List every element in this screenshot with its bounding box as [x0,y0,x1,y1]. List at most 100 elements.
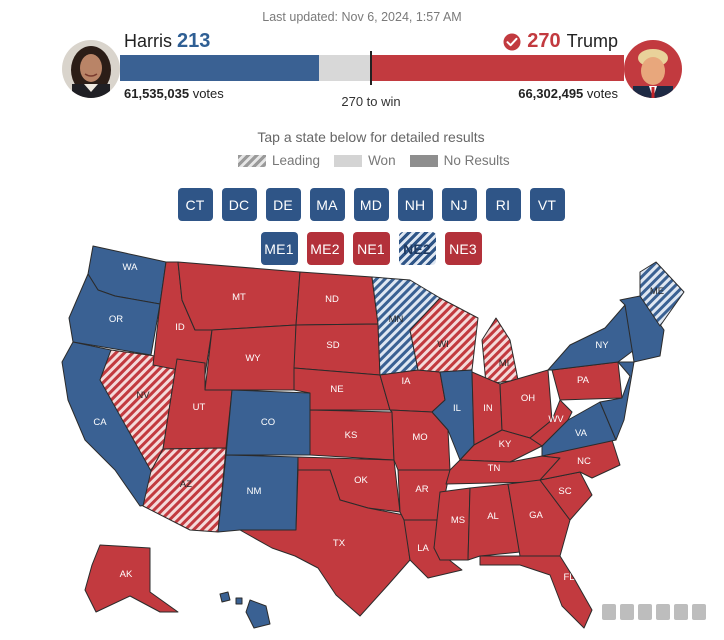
state-label-sd: SD [326,340,339,351]
state-label-oh: OH [521,393,535,404]
trump-popular-votes: 66,302,495 votes [518,86,618,101]
threshold-line [370,51,372,85]
state-AZ[interactable] [142,447,227,533]
state-NJ-DE-MD[interactable] [599,361,635,441]
trump-electoral-votes: 270 [527,30,561,52]
state-label-ak: AK [120,569,133,580]
harris-avatar [62,40,120,98]
district-row: ME1 ME2 NE1 NE2 NE3 [0,232,724,265]
state-chip-nh[interactable]: NH [397,188,433,221]
state-label-ny: NY [595,340,609,351]
harris-popular-votes: 61,535,035 votes [124,86,224,101]
last-updated-text: Last updated: Nov 6, 2024, 1:57 AM [262,10,462,24]
state-chip-ma[interactable]: MA [309,188,345,221]
state-AL[interactable] [467,483,521,561]
state-label-in: IN [483,403,493,414]
state-label-ne: NE [330,384,343,395]
no-results-swatch [409,154,438,167]
state-label-ga: GA [529,510,543,521]
state-label-wv: WV [548,414,564,425]
small-states-row-1: CT DC DE MA MD NH NJ RI VT [0,188,724,221]
state-label-ky: KY [499,439,512,450]
trump-bar-segment [372,55,624,81]
trump-label: Trump [566,31,618,51]
state-label-tn: TN [488,463,501,474]
state-label-tx: TX [333,538,346,549]
state-TX[interactable] [239,469,411,617]
legend-leading-label: Leading [272,153,321,168]
harris-electoral-votes: 213 [177,30,211,52]
trump-avatar [624,40,682,98]
state-chip-ne1[interactable]: NE1 [352,232,390,265]
state-OR[interactable] [68,273,161,356]
state-label-nm: NM [247,486,262,497]
state-label-fl: FL [563,572,574,583]
state-chip-nj[interactable]: NJ [441,188,477,221]
state-label-mo: MO [412,432,427,443]
state-label-az: AZ [180,479,192,490]
legend-won: Won [334,153,396,168]
state-label-il: IL [453,403,461,414]
state-chip-me2[interactable]: ME2 [306,232,344,265]
state-HI[interactable] [219,591,271,629]
state-chip-de[interactable]: DE [265,188,301,221]
state-label-sc: SC [558,486,571,497]
trump-vote-count: 66,302,495 [518,86,584,101]
state-label-ia: IA [402,376,412,387]
leading-swatch [238,154,266,167]
state-chip-me1[interactable]: ME1 [260,232,298,265]
legend-won-label: Won [368,153,396,168]
won-swatch [334,154,363,167]
state-label-me: ME [650,286,664,297]
state-WV[interactable] [529,399,573,447]
state-chip-ct[interactable]: CT [177,188,213,221]
check-circle-icon [503,33,521,51]
state-AK[interactable] [84,544,179,613]
state-FL[interactable] [479,555,593,629]
state-chip-ri[interactable]: RI [485,188,521,221]
legend-no-results: No Results [409,153,510,168]
state-label-mn: MN [389,314,404,325]
harris-vote-count: 61,535,035 [124,86,190,101]
state-label-nv: NV [136,390,150,401]
state-label-co: CO [261,417,275,428]
state-NY[interactable] [547,304,635,371]
harris-label: Harris [124,31,172,51]
state-label-wy: WY [245,353,261,364]
state-ME[interactable] [639,261,685,327]
state-label-nc: NC [577,456,591,467]
state-labels: WA OR CA NV ID MT WY UT AZ CO NM ND SD NE KS OK TX MN IA MO… [93,262,664,621]
harris-votes-suffix: votes [192,86,224,101]
trump-votes-suffix: votes [586,86,618,101]
state-label-ar: AR [415,484,428,495]
state-label-ms: MS [451,515,465,526]
state-NC[interactable] [539,439,621,481]
state-label-la: LA [417,543,429,554]
state-label-wa: WA [123,262,139,273]
state-label-al: AL [487,511,499,522]
state-chip-md[interactable]: MD [353,188,389,221]
state-chip-dc[interactable]: DC [221,188,257,221]
state-MS[interactable] [433,487,471,561]
state-label-ca: CA [93,417,107,428]
state-chip-ne3[interactable]: NE3 [444,232,482,265]
harris-name: Harris 213 [124,30,210,53]
legend-no-results-label: No Results [443,153,510,168]
electoral-vote-bar [120,51,624,85]
state-chip-vt[interactable]: VT [529,188,565,221]
state-label-or: OR [109,314,123,325]
state-label-ks: KS [345,430,358,441]
map-legend: Leading Won No Results [238,153,510,168]
state-IA[interactable] [379,369,446,413]
harris-bar-segment [120,55,319,81]
tap-instructions: Tap a state below for detailed results [257,129,485,145]
state-MI[interactable] [481,317,519,385]
state-label-mt: MT [232,292,246,303]
threshold-label: 270 to win [341,94,401,109]
state-chip-ne2[interactable]: NE2 [398,232,436,265]
watermark [596,596,718,628]
state-label-id: ID [175,322,185,333]
state-GA[interactable] [507,479,571,557]
